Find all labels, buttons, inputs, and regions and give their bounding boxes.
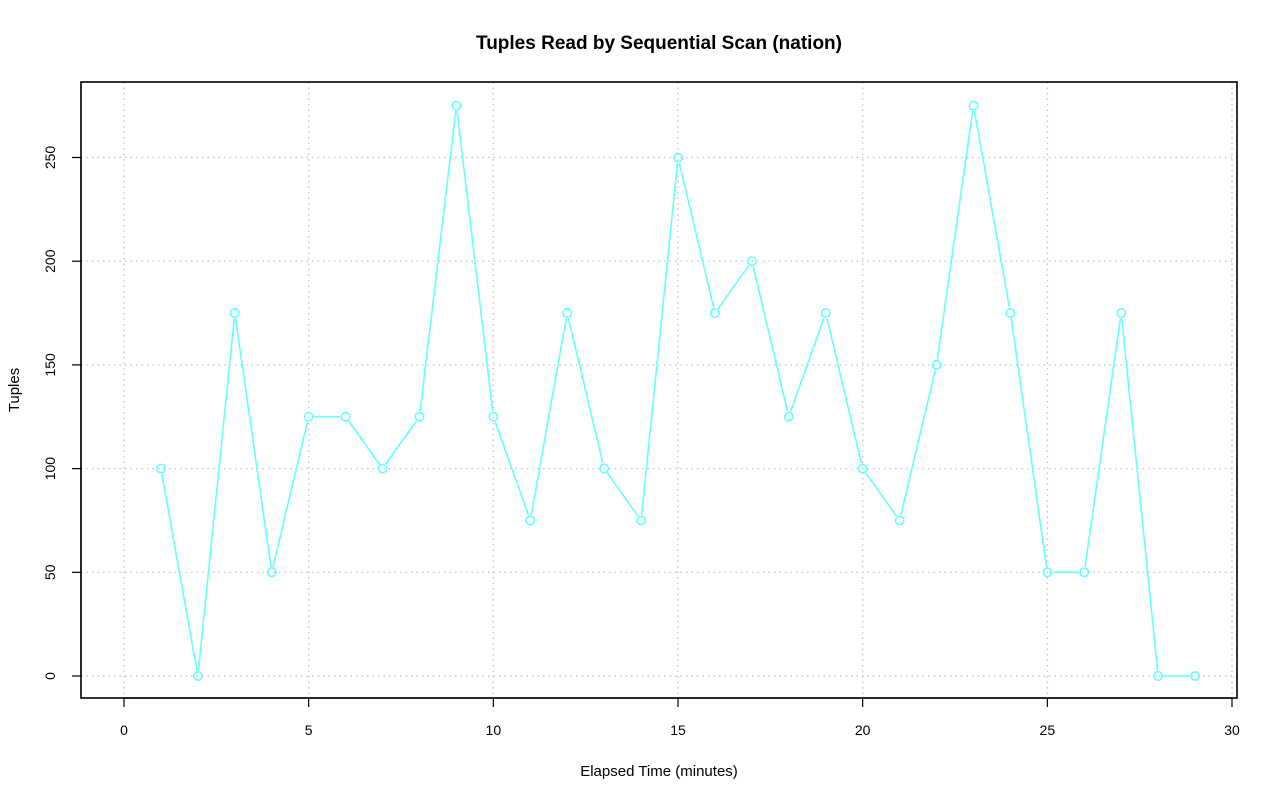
data-point bbox=[414, 411, 425, 422]
y-tick-label: 100 bbox=[42, 457, 58, 481]
series-segment bbox=[900, 370, 937, 516]
series-segment bbox=[1010, 318, 1048, 567]
series-segment bbox=[1084, 318, 1122, 567]
series-segment bbox=[752, 266, 789, 412]
data-point bbox=[1116, 308, 1127, 319]
data-point bbox=[266, 567, 277, 578]
series-segment bbox=[272, 421, 309, 568]
data-point bbox=[451, 100, 462, 111]
y-tick-label: 250 bbox=[42, 146, 58, 170]
data-point bbox=[155, 463, 166, 474]
data-point bbox=[192, 670, 203, 681]
data-point bbox=[931, 359, 942, 370]
y-tick-label: 150 bbox=[42, 353, 58, 377]
series-segment bbox=[606, 472, 639, 517]
data-point bbox=[1153, 670, 1164, 681]
series-tuples bbox=[155, 100, 1201, 681]
x-tick-label: 0 bbox=[120, 722, 128, 738]
data-point bbox=[672, 152, 683, 163]
data-point bbox=[857, 463, 868, 474]
x-tick-label: 10 bbox=[486, 722, 502, 738]
grid bbox=[81, 82, 1237, 698]
x-tick-label: 15 bbox=[670, 722, 686, 738]
series-segment bbox=[973, 110, 1011, 308]
data-point bbox=[340, 411, 351, 422]
data-point bbox=[377, 463, 388, 474]
series-segment bbox=[161, 473, 198, 671]
series-segment bbox=[567, 318, 604, 464]
series-segment bbox=[865, 472, 898, 517]
data-point bbox=[1190, 670, 1201, 681]
series-segment bbox=[1120, 318, 1159, 671]
plot-frame bbox=[80, 81, 1238, 699]
series-segment bbox=[678, 162, 715, 308]
series-segment bbox=[826, 318, 863, 464]
series-segment bbox=[530, 318, 568, 516]
data-point bbox=[746, 256, 757, 267]
y-tick-label: 200 bbox=[42, 249, 58, 273]
chart-title: Tuples Read by Sequential Scan (nation) bbox=[476, 33, 842, 54]
series-segment bbox=[234, 318, 272, 567]
data-point bbox=[1042, 567, 1053, 578]
x-tick-label: 30 bbox=[1224, 722, 1240, 738]
data-point bbox=[525, 515, 536, 526]
x-axis-label: Elapsed Time (minutes) bbox=[580, 763, 738, 780]
series-segment bbox=[385, 420, 417, 465]
y-tick-label: 50 bbox=[42, 564, 58, 580]
data-point bbox=[709, 308, 720, 319]
data-point bbox=[229, 308, 240, 319]
data-point bbox=[820, 308, 831, 319]
series-segment bbox=[936, 110, 974, 360]
x-tick-label: 5 bbox=[305, 722, 313, 738]
data-point bbox=[303, 411, 314, 422]
data-point bbox=[599, 463, 610, 474]
data-point bbox=[894, 515, 905, 526]
data-point bbox=[636, 515, 647, 526]
y-axis-label: Tuples bbox=[6, 368, 23, 412]
x-tick-label: 20 bbox=[855, 722, 871, 738]
data-point bbox=[1079, 567, 1090, 578]
data-point bbox=[488, 411, 499, 422]
x-tick-label: 25 bbox=[1040, 722, 1056, 738]
series-segment bbox=[640, 162, 679, 516]
y-tick-label: 0 bbox=[42, 672, 58, 680]
data-point bbox=[562, 308, 573, 319]
data-point bbox=[783, 411, 794, 422]
series-segment bbox=[717, 265, 750, 310]
data-point bbox=[1005, 308, 1016, 319]
series-segment bbox=[789, 317, 825, 412]
series-segment bbox=[494, 421, 530, 516]
series-segment bbox=[456, 111, 494, 412]
series-segment bbox=[348, 420, 380, 465]
data-point bbox=[968, 100, 979, 111]
series-segment bbox=[419, 111, 457, 412]
series-segment bbox=[197, 318, 236, 671]
